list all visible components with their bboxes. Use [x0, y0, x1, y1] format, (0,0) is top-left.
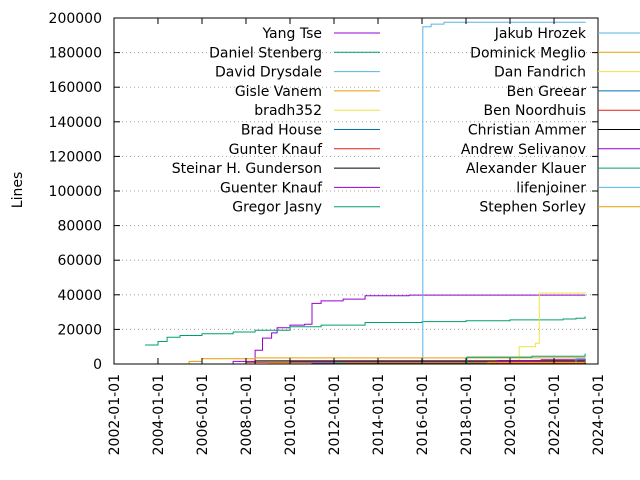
- y-tick-label: 60000: [57, 253, 102, 269]
- legend-label: Ben Noordhuis: [484, 103, 586, 119]
- x-tick-label: 2022-01-01: [547, 374, 563, 455]
- y-tick-label: 200000: [49, 11, 102, 27]
- grid-lines: [114, 52, 598, 330]
- x-tick-label: 2012-01-01: [327, 374, 343, 455]
- legend-label: Yang Tse: [261, 26, 322, 42]
- x-tick-label: 2024-01-01: [591, 374, 607, 455]
- y-tick-label: 20000: [57, 322, 102, 338]
- series-line: [466, 292, 586, 365]
- legend-label: Daniel Stenberg: [209, 45, 322, 61]
- legend-label: Steinar H. Gunderson: [172, 161, 322, 177]
- legend-label: Stephen Sorley: [479, 200, 586, 216]
- legend-label: lifenjoiner: [516, 180, 586, 196]
- y-tick-label: 40000: [57, 288, 102, 304]
- y-tick-label: 80000: [57, 219, 102, 235]
- legend-label: Gregor Jasny: [232, 200, 322, 216]
- legend-label: Dominick Meglio: [470, 45, 586, 61]
- series-line: [170, 294, 586, 365]
- legend-label: David Drysdale: [215, 65, 322, 81]
- y-tick-label: 160000: [49, 80, 102, 96]
- legend-label: Christian Ammer: [468, 123, 586, 139]
- series-line: [422, 21, 586, 365]
- legend-label: bradh352: [254, 103, 322, 119]
- legend-label: Guenter Knauf: [220, 180, 323, 196]
- y-tick-label: 100000: [49, 184, 102, 200]
- legend-label: Ben Greear: [507, 84, 587, 100]
- y-tick-label: 140000: [49, 115, 102, 131]
- y-axis: 0 20000 40000 60000 80000 100000 120000 140000 1…: [49, 11, 598, 373]
- x-tick-label: 2004-01-01: [151, 374, 167, 455]
- y-tick-label: 180000: [49, 46, 102, 62]
- x-tick-label: 2014-01-01: [371, 374, 387, 455]
- x-tick-label: 2008-01-01: [239, 374, 255, 455]
- legend-label: Jakub Hrozek: [494, 26, 587, 42]
- legend-label: Andrew Selivanov: [461, 142, 586, 158]
- x-tick-label: 2018-01-01: [459, 374, 475, 455]
- x-tick-label: 2002-01-01: [107, 374, 123, 455]
- x-tick-label: 2020-01-01: [503, 374, 519, 455]
- series-line: [145, 316, 586, 346]
- legend-label: Brad House: [241, 123, 322, 139]
- legend-label: Gisle Vanem: [235, 84, 322, 100]
- x-tick-label: 2016-01-01: [415, 374, 431, 455]
- y-axis-label: Lines: [10, 172, 26, 208]
- y-tick-label: 0: [93, 357, 102, 373]
- legend-label: Alexander Klauer: [466, 161, 586, 177]
- y-tick-label: 120000: [49, 149, 102, 165]
- x-tick-label: 2010-01-01: [283, 374, 299, 455]
- x-tick-label: 2006-01-01: [195, 374, 211, 455]
- legend-label: Gunter Knauf: [229, 142, 323, 158]
- legend: Yang Tse Daniel Stenberg David Drysdale Gis…: [172, 26, 640, 216]
- x-axis: 2002-01-01 2004-01-01 2006-01-01 2008-01-01…: [107, 18, 607, 455]
- legend-label: Dan Fandrich: [494, 65, 586, 81]
